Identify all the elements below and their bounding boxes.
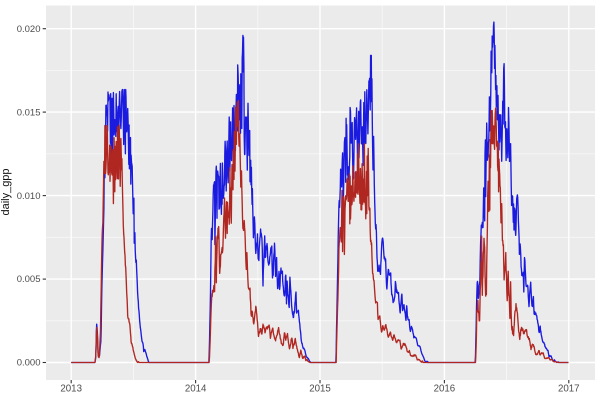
- svg-text:2016: 2016: [434, 384, 456, 395]
- svg-text:2013: 2013: [60, 384, 82, 395]
- svg-text:0.005: 0.005: [17, 274, 41, 285]
- svg-text:2017: 2017: [558, 384, 580, 395]
- svg-text:2014: 2014: [185, 384, 207, 395]
- svg-text:0.020: 0.020: [17, 24, 41, 35]
- svg-text:0.010: 0.010: [17, 191, 41, 202]
- svg-text:0.000: 0.000: [17, 358, 41, 369]
- svg-text:0.015: 0.015: [17, 107, 41, 118]
- svg-text:daily_gpp: daily_gpp: [0, 168, 12, 215]
- svg-text:2015: 2015: [309, 384, 331, 395]
